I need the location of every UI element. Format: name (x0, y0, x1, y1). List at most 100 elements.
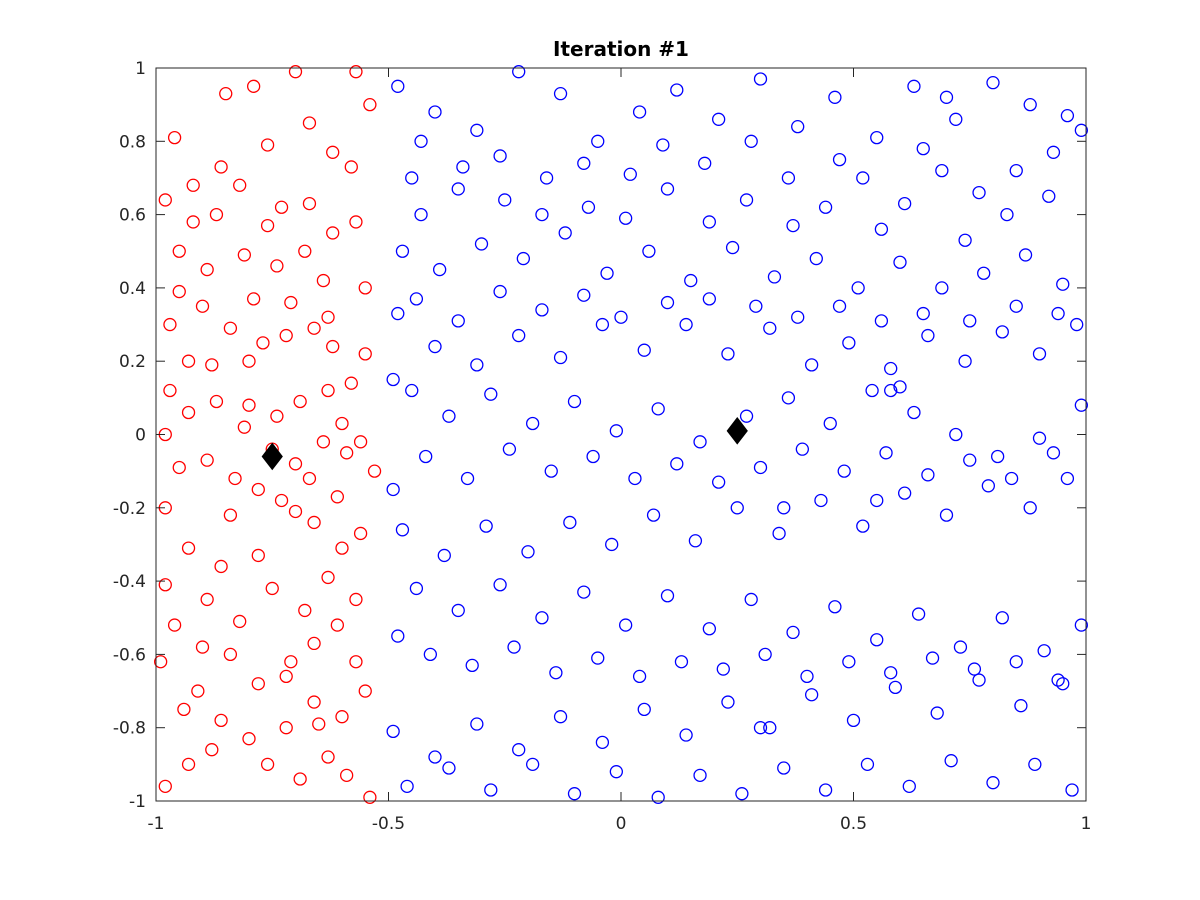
data-point (288, 457, 303, 471)
data-point (925, 651, 940, 665)
data-point (981, 479, 995, 493)
data-point (200, 592, 214, 607)
data-point (972, 673, 986, 687)
data-point (623, 167, 637, 181)
data-point (251, 482, 265, 497)
data-point (172, 244, 186, 258)
data-point (702, 215, 716, 229)
data-point (898, 196, 912, 211)
data-point (386, 482, 400, 497)
data-point (1032, 431, 1047, 445)
data-point (158, 578, 172, 592)
data-point (581, 200, 596, 214)
data-point (874, 222, 889, 236)
data-point (465, 658, 479, 673)
data-point (786, 218, 800, 233)
y-tick-label: 0.2 (119, 352, 146, 372)
data-point (260, 218, 275, 233)
data-point (837, 464, 851, 478)
data-point (195, 299, 210, 313)
x-tick-label: 1 (1081, 814, 1092, 834)
data-point (484, 783, 498, 797)
data-point (237, 420, 252, 434)
data-point (1009, 299, 1023, 313)
data-point (335, 416, 349, 431)
data-point (749, 299, 763, 313)
data-point (405, 383, 419, 398)
data-point (986, 76, 1000, 90)
data-point (386, 372, 400, 387)
data-point (953, 640, 968, 654)
data-point (888, 680, 902, 695)
data-point (512, 328, 526, 343)
data-point (512, 743, 526, 757)
data-point (995, 325, 1009, 339)
data-point (260, 757, 275, 771)
data-point (414, 207, 428, 222)
data-point (1009, 163, 1023, 178)
data-point (214, 713, 228, 728)
data-point (321, 310, 335, 324)
data-point (674, 655, 689, 669)
data-point (702, 622, 716, 636)
data-point (279, 328, 293, 343)
data-point (460, 471, 475, 486)
data-point (595, 317, 610, 332)
data-point (725, 240, 740, 255)
data-point (163, 317, 177, 332)
data-point (251, 548, 265, 563)
data-point (1023, 501, 1037, 515)
data-point (1023, 98, 1037, 112)
data-point (507, 640, 521, 654)
data-point (763, 321, 777, 335)
data-point (307, 321, 321, 335)
data-point (642, 244, 656, 258)
data-point (818, 783, 833, 797)
data-point (251, 677, 265, 691)
data-point (270, 409, 284, 423)
data-point (693, 768, 707, 782)
y-tick-label: -0.8 (113, 719, 146, 739)
data-point (451, 314, 465, 328)
data-point (832, 152, 847, 167)
data-point (893, 255, 907, 269)
data-point (172, 460, 186, 475)
data-point (246, 79, 261, 93)
data-point (823, 416, 837, 431)
data-point (539, 171, 554, 185)
data-point (1060, 108, 1075, 123)
data-point (279, 669, 293, 684)
data-point (693, 435, 707, 449)
data-point (832, 299, 847, 313)
data-point (316, 273, 331, 288)
data-point (1074, 618, 1088, 632)
data-point (535, 207, 549, 222)
data-point (237, 248, 252, 262)
data-point (805, 688, 819, 702)
data-point (437, 548, 451, 563)
data-point (321, 750, 335, 764)
data-point (335, 710, 349, 724)
data-point (921, 328, 935, 343)
data-point (419, 449, 433, 464)
data-point (177, 702, 191, 717)
data-point (967, 662, 982, 676)
y-tick-label: 0.8 (119, 132, 146, 152)
data-point (619, 618, 633, 632)
data-point (939, 508, 954, 522)
data-point (349, 592, 363, 607)
data-point (349, 655, 363, 669)
data-point (274, 200, 289, 214)
data-point (637, 343, 651, 357)
data-point (409, 581, 424, 596)
data-point (270, 259, 284, 273)
data-point (1051, 673, 1065, 687)
data-point (191, 684, 205, 698)
data-point (577, 288, 591, 302)
data-point (358, 281, 372, 295)
data-point (479, 519, 493, 533)
data-point (358, 684, 372, 698)
data-point (353, 526, 368, 541)
data-point (553, 87, 568, 101)
data-point (679, 728, 693, 742)
